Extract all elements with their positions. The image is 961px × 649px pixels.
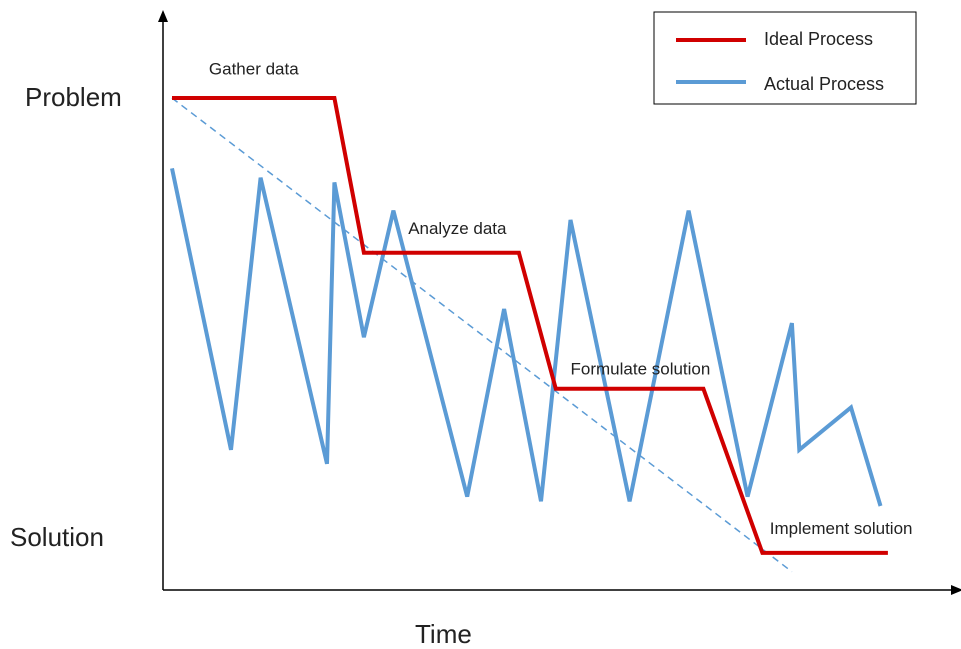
axes <box>158 10 961 595</box>
annotation-gather: Gather data <box>209 60 299 79</box>
series-layer <box>170 96 888 573</box>
actual-process-line <box>170 167 883 507</box>
x-axis-label: Time <box>415 619 472 649</box>
legend: Ideal Process Actual Process <box>653 11 917 105</box>
legend-label-ideal: Ideal Process <box>764 29 873 49</box>
y-bottom-label: Solution <box>10 522 104 552</box>
annotation-analyze: Analyze data <box>408 219 507 238</box>
annotation-formulate: Formulate solution <box>571 360 711 379</box>
x-axis-arrowhead <box>951 585 961 595</box>
annotation-layer: Gather data Analyze data Formulate solutio… <box>209 60 913 539</box>
trend-dashed-line <box>171 97 793 573</box>
annotation-implement: Implement solution <box>770 519 913 538</box>
ideal-process-line <box>172 96 888 555</box>
legend-label-actual: Actual Process <box>764 74 884 94</box>
legend-box <box>653 11 917 105</box>
y-top-label: Problem <box>25 82 122 112</box>
y-axis-arrowhead <box>158 10 168 22</box>
